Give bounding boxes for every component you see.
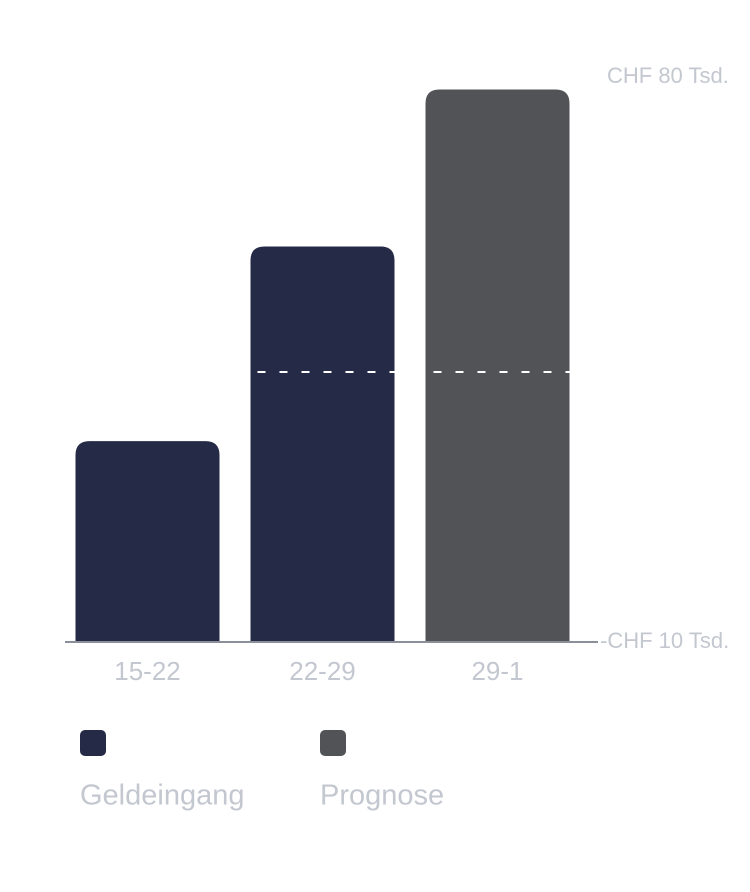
- legend-label: Prognose: [320, 780, 444, 812]
- legend-swatch: [80, 730, 106, 756]
- x-tick-label: 15-22: [114, 656, 181, 686]
- legend-swatch: [320, 730, 346, 756]
- bar: [425, 89, 570, 643]
- legend-label: Geldeingang: [80, 780, 244, 812]
- bar: [75, 441, 220, 642]
- y-tick-label: -CHF 10 Tsd.: [600, 628, 729, 653]
- x-tick-label: 29-1: [471, 656, 523, 686]
- x-tick-label: 22-29: [289, 656, 356, 686]
- bar: [250, 246, 395, 642]
- y-tick-label: CHF 80 Tsd.: [607, 63, 729, 88]
